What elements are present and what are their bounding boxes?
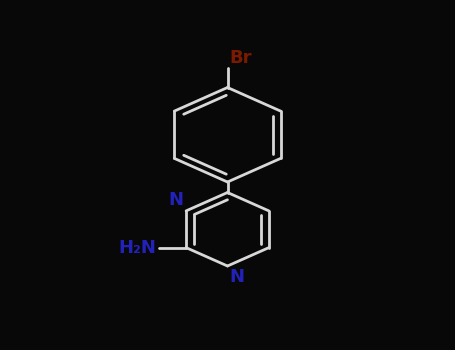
Text: N: N — [169, 191, 184, 209]
Text: Br: Br — [230, 49, 252, 67]
Text: H₂N: H₂N — [119, 239, 157, 257]
Text: N: N — [230, 268, 245, 286]
